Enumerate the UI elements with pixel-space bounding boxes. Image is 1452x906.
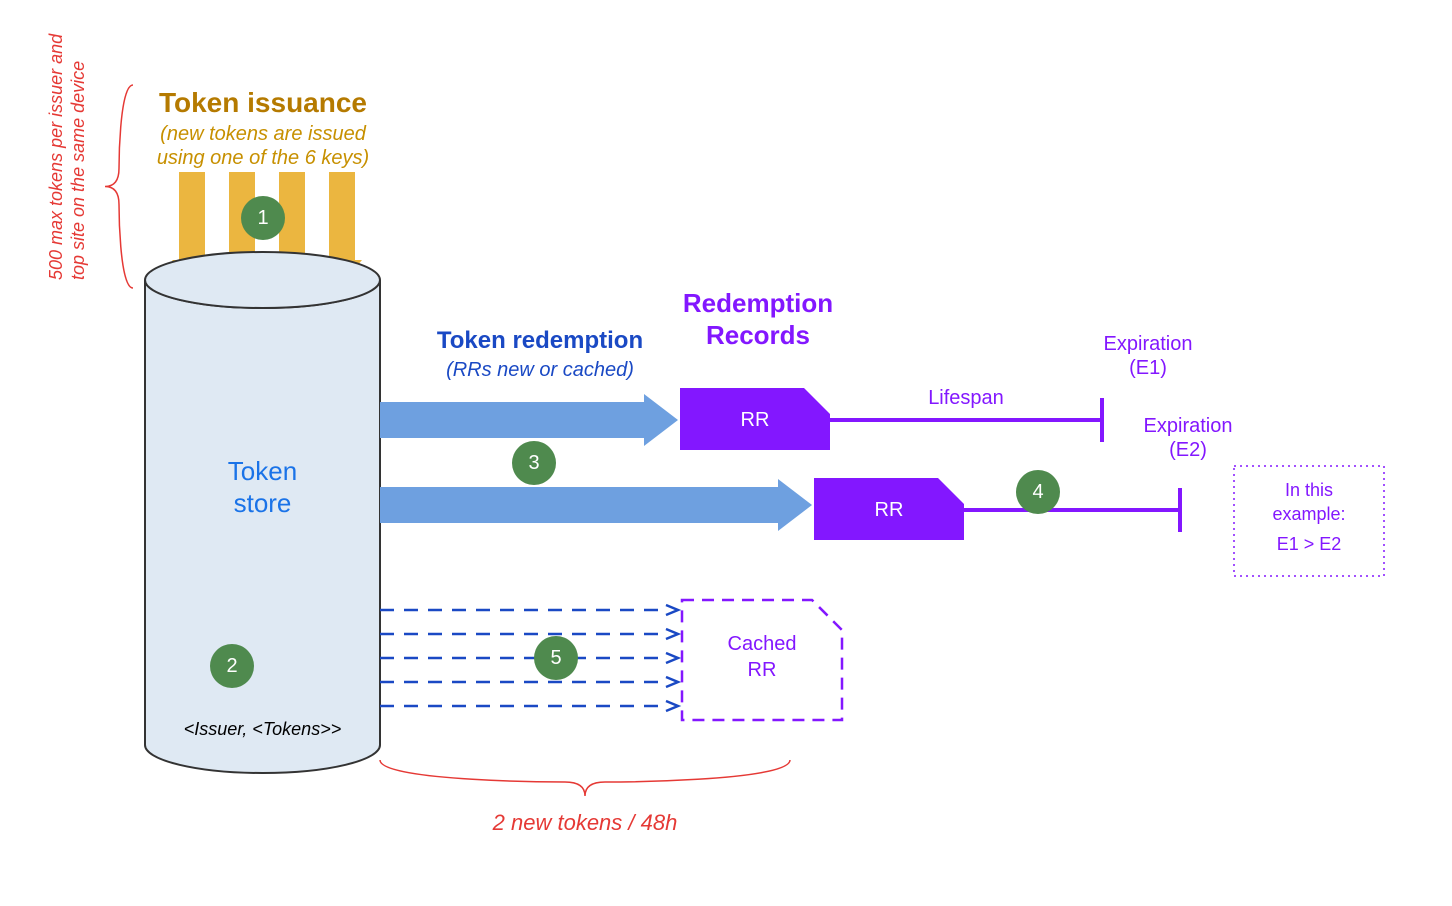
expiration-label: Expiration [1144, 415, 1233, 437]
svg-text:top site on the same device: top site on the same device [68, 61, 88, 280]
step-badge-number: 4 [1032, 481, 1043, 503]
cached-dashed-arrowhead [666, 653, 678, 663]
redemption-arrow [380, 394, 678, 446]
redemption-arrow [380, 479, 812, 531]
rr-box-label: RR [741, 409, 770, 431]
cached-dashed-arrowhead [666, 629, 678, 639]
cached-dashed-arrowhead [666, 605, 678, 615]
expiration-label: Expiration [1104, 333, 1193, 355]
issuance-title: Token issuance [159, 87, 367, 118]
token-store-label: Token [228, 456, 297, 486]
redemption-title: Token redemption [437, 327, 643, 354]
step-badge-number: 2 [226, 655, 237, 677]
cached-dashed-arrowhead [666, 677, 678, 687]
rr-heading: Records [706, 320, 810, 350]
rr-heading: Redemption [683, 288, 833, 318]
redemption-subtitle: (RRs new or cached) [446, 359, 634, 381]
bottom-note: 2 new tokens / 48h [492, 810, 678, 835]
token-store-label: store [234, 488, 292, 518]
bottom-brace [380, 760, 790, 796]
e2-label: (E2) [1169, 439, 1207, 461]
left-brace [105, 85, 133, 288]
cached-rr-label: Cached [728, 633, 797, 655]
example-text: E1 > E2 [1277, 534, 1342, 554]
example-text: example: [1272, 504, 1345, 524]
token-store-top [145, 252, 380, 308]
issuance-subtitle: using one of the 6 keys) [157, 147, 369, 169]
svg-text:500 max tokens per issuer and: 500 max tokens per issuer and [46, 33, 66, 280]
lifespan-label: Lifespan [928, 387, 1004, 409]
e1-label: (E1) [1129, 357, 1167, 379]
cached-dashed-arrowhead [666, 701, 678, 711]
token-store-cylinder [145, 280, 380, 773]
cached-rr-label: RR [748, 659, 777, 681]
step-badge-number: 5 [550, 647, 561, 669]
issuer-tokens-label: <Issuer, <Tokens>> [184, 719, 341, 739]
rr-box-label: RR [875, 499, 904, 521]
issuance-subtitle: (new tokens are issued [160, 123, 367, 145]
example-text: In this [1285, 480, 1333, 500]
step-badge-number: 3 [528, 452, 539, 474]
step-badge-number: 1 [257, 207, 268, 229]
left-note: 500 max tokens per issuer andtop site on… [46, 33, 88, 280]
